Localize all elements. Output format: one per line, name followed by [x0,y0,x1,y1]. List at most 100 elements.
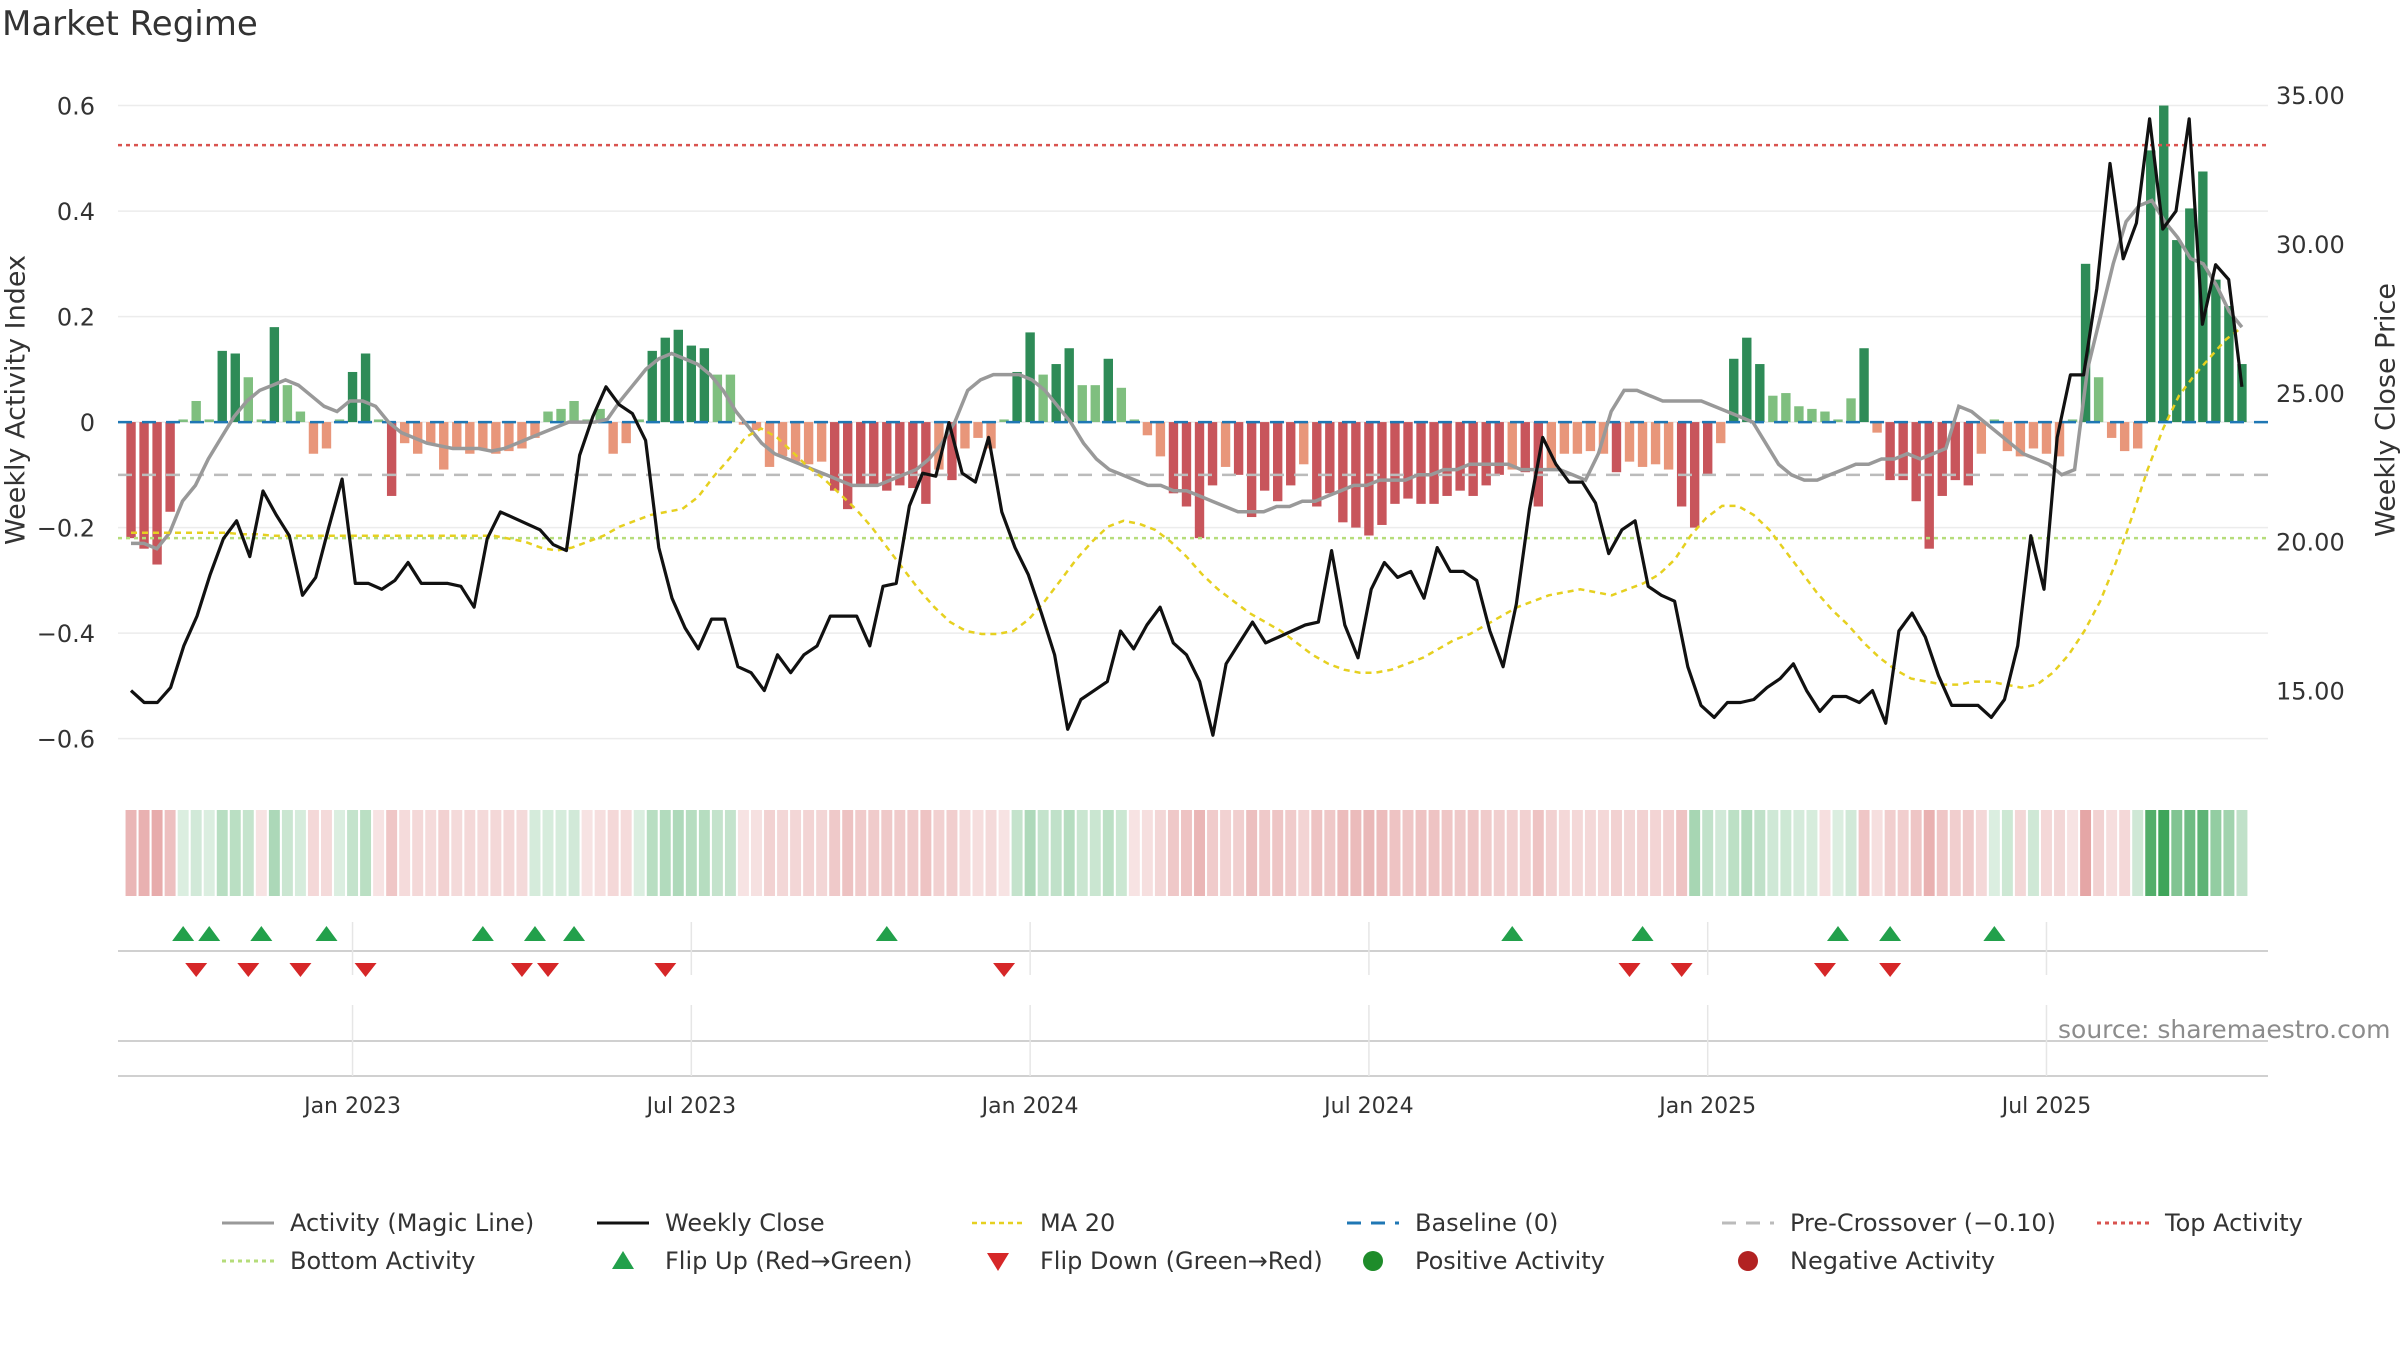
regime-strip-cell [542,810,554,896]
activity-bar [165,422,175,512]
regime-strip-cell [1975,810,1987,896]
y-right-tick-label: 30.00 [2276,231,2345,259]
activity-bar [595,408,605,423]
regime-strip-cell [1089,810,1101,896]
regime-strip-cell [1389,810,1401,896]
regime-strip-cell [685,810,697,896]
activity-bar [1155,422,1166,457]
regime-strip-cell [2001,810,2013,896]
regime-strip-cell [1832,810,1844,896]
x-tick-label: Jan 2024 [980,1094,1079,1119]
y-left-tick-label: 0.2 [57,304,95,332]
regime-strip-cell [1988,810,2000,896]
regime-strip-cell [1506,810,1518,896]
flip-up-marker [1631,926,1654,941]
flip-up-marker [1879,926,1902,941]
regime-strip-cell [1011,810,1023,896]
regime-strip-cell [920,810,932,896]
regime-strip-cell [2080,810,2092,896]
activity-bar [1116,387,1127,423]
regime-strip-cell [255,810,267,896]
regime-strip-cell [1741,810,1753,896]
regime-strip-cell [360,810,372,896]
activity-bar [1520,422,1530,473]
regime-strip-cell [881,810,893,896]
activity-bar [1585,422,1596,452]
activity-bar [295,411,306,423]
activity-bar [2146,150,2156,423]
activity-bar [2015,422,2026,457]
regime-strip-cell [1024,810,1036,896]
magic-line-swatch-icon [222,1221,274,1225]
regime-strip-cell [1220,810,1232,896]
activity-bar [1377,422,1387,525]
regime-strip-cell [425,810,437,896]
activity-bar [908,422,918,489]
regime-strip-cell [2014,810,2026,896]
regime-strip-cell [1558,810,1570,896]
activity-bar [1051,364,1061,423]
activity-bar [1168,422,1179,494]
regime-strip-cell [1246,810,1258,896]
regime-strip-cell [737,810,749,896]
activity-bar [803,422,814,465]
regime-strip-cell [724,810,736,896]
regime-strip-cell [242,810,254,896]
regime-strip-cell [959,810,971,896]
activity-bar [1364,422,1374,536]
activity-bar [1807,408,1817,423]
activity-bar [1416,422,1426,504]
activity-bar [1572,422,1583,454]
activity-bar [386,422,397,496]
activity-bar [373,419,384,423]
regime-strip-cell [1363,810,1375,896]
regime-strip-cell [816,810,828,896]
activity-bar [1546,422,1557,470]
regime-strip-cell [894,810,906,896]
activity-bar [1663,422,1674,470]
flip-up-triangle-icon [612,1251,634,1269]
activity-bar [1468,422,1478,496]
activity-bar [2119,422,2130,452]
regime-strip-cell [1897,810,1909,896]
activity-bar [712,374,723,423]
ma20-line [131,326,2243,689]
legend-item-flip-up: Flip Up (Red→Green) [595,1243,913,1279]
flip-down-marker [354,963,377,977]
activity-bar [2159,105,2169,423]
flip-down-marker [537,963,559,977]
activity-bar [1624,422,1635,462]
regime-strip-cell [1663,810,1675,896]
grid-layer [118,104,2268,740]
y-left-tick-label: 0.4 [57,198,95,226]
regime-strip-cell [1467,810,1479,896]
y-left-tick-label: 0.6 [57,93,95,121]
regime-strip-cell [2041,810,2052,896]
y-right-tick-label: 35.00 [2276,82,2345,110]
legend-item-magic-line: Activity (Magic Line) [220,1205,534,1241]
regime-strip-cell [1259,810,1271,896]
flip-up-marker [315,926,338,941]
flip-down-marker [993,963,1016,977]
regime-strip-cell [1194,810,1205,896]
activity-bar [2185,208,2195,423]
regime-strip-cell [855,810,867,896]
regime-strip-cell [1167,810,1179,896]
regime-strip-cell [1441,810,1453,896]
regime-strip-cell [1728,810,1740,896]
baseline-swatch-icon [1347,1221,1399,1225]
activity-bar [2041,422,2052,454]
x-tick-label: Jul 2023 [645,1094,737,1119]
flip-down-marker [1879,963,1902,977]
activity-bar [2198,171,2208,423]
legend-item-pre-crossover: Pre-Crossover (−0.10) [1720,1205,2056,1241]
regime-strip-cell [1793,810,1805,896]
regime-strip-cell [933,810,945,896]
regime-strip-cell [1115,810,1127,896]
activity-bar [1833,419,1843,423]
activity-bar [1794,406,1804,423]
flip-down-marker [237,963,260,977]
activity-bar [1781,393,1791,423]
regime-strip-cell [1637,810,1649,896]
regime-strip-cell [1480,810,1492,896]
